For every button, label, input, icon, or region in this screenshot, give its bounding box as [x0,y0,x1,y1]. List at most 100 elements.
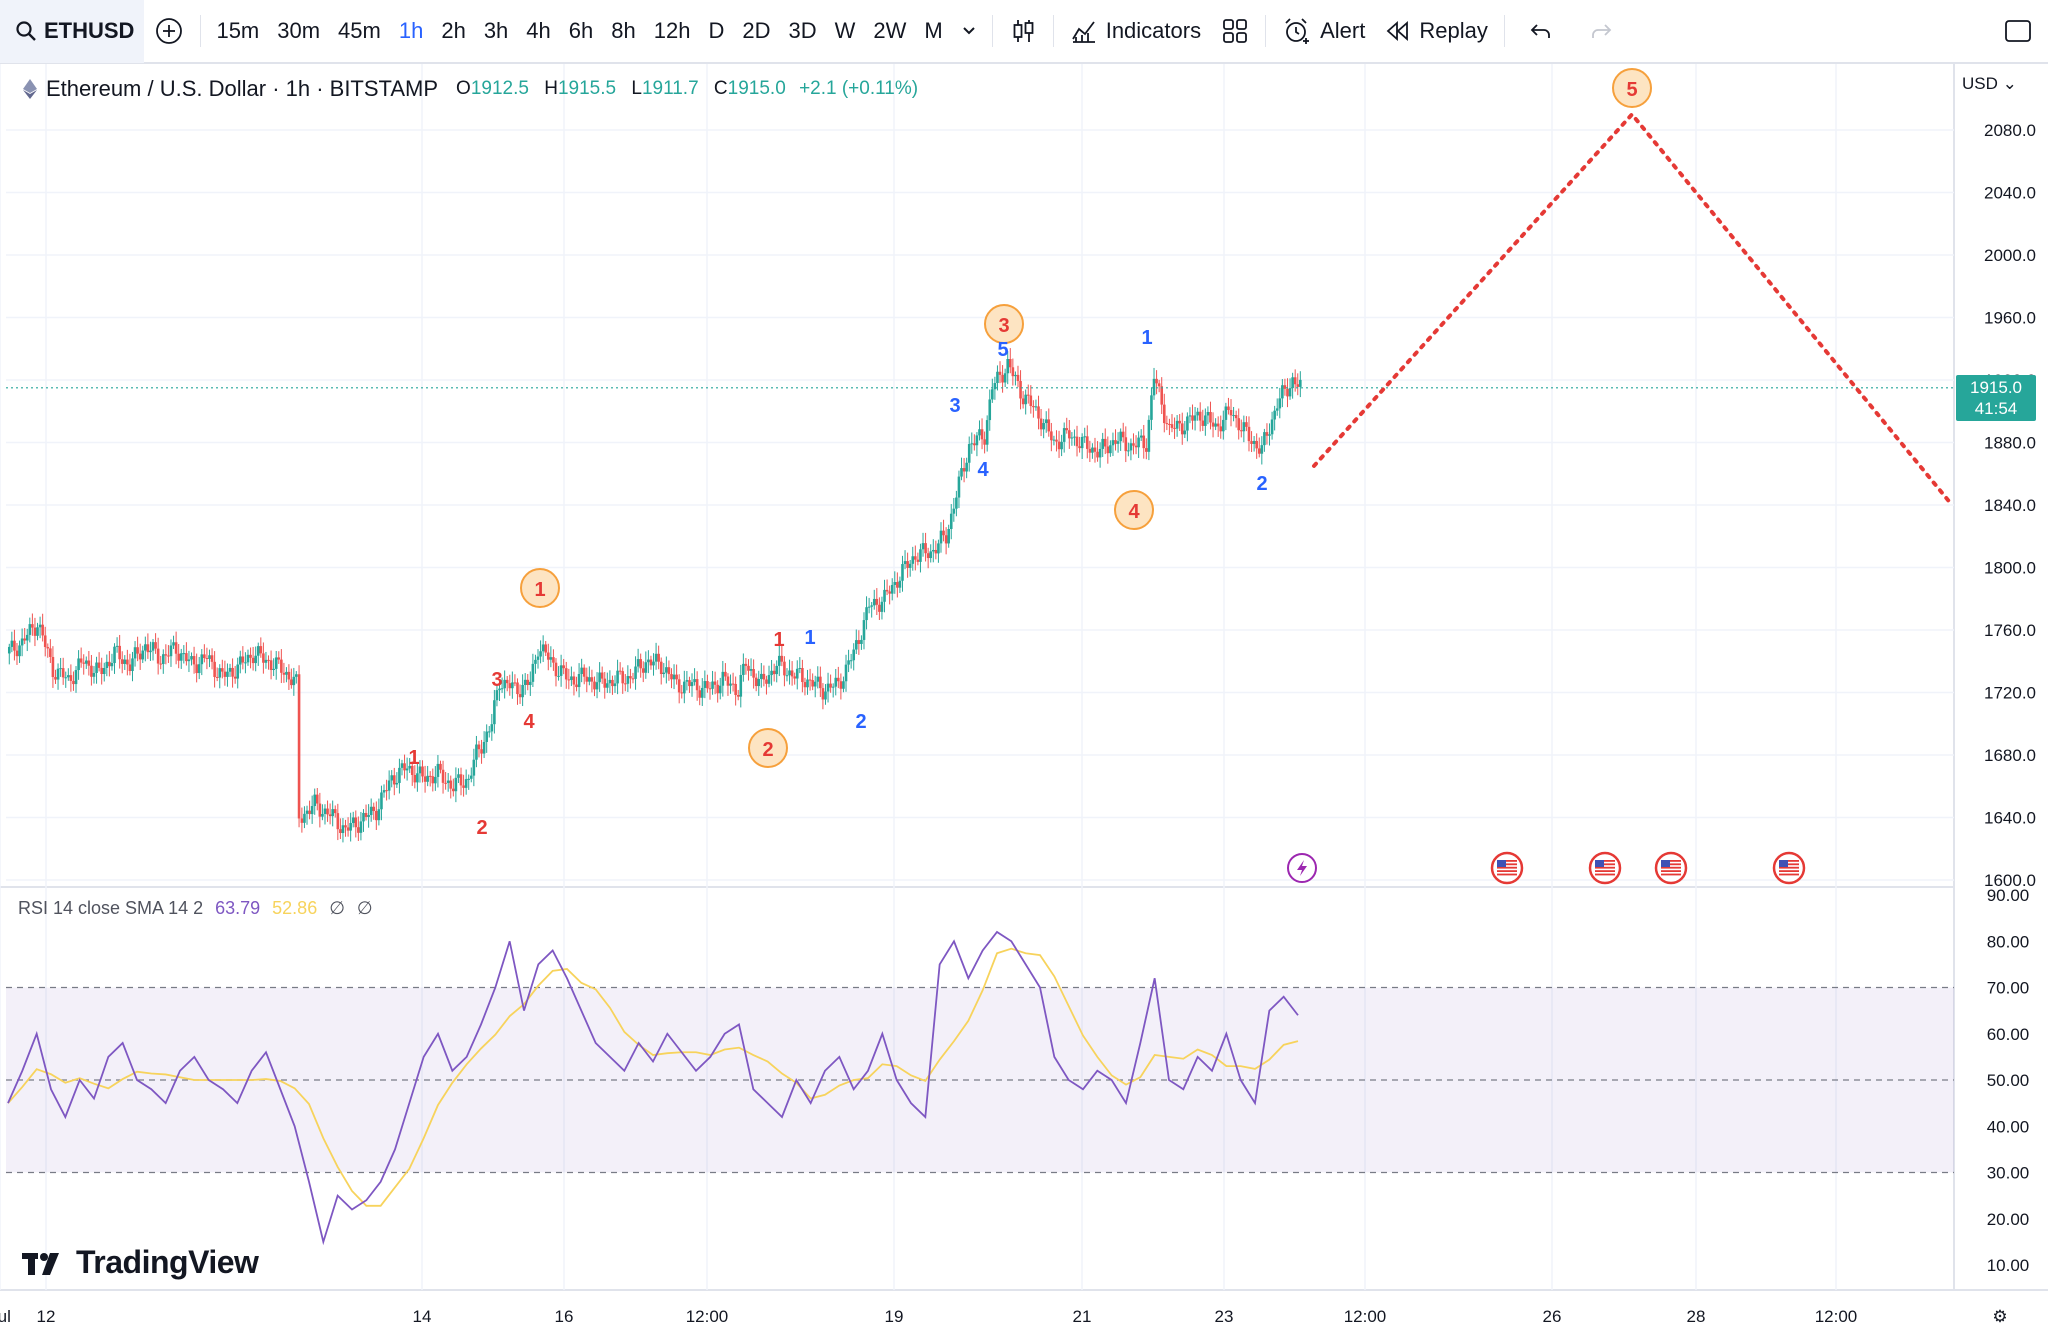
candle [765,675,768,695]
replay-button[interactable]: Replay [1375,0,1497,63]
candle [192,646,196,674]
candle [92,666,96,684]
candle-body [523,679,527,685]
candle [621,667,625,694]
chart-type-button[interactable] [999,0,1047,63]
candle [734,676,737,706]
candle-body [949,513,953,529]
candle-body [1026,394,1030,396]
us-flag-event-icon [1772,851,1806,885]
candle [436,755,440,788]
interval-3d[interactable]: 3D [788,18,817,43]
candle-body [238,656,242,665]
candle-body [305,810,309,814]
candle [1106,436,1110,464]
candle-body [803,682,807,688]
interval-2d[interactable]: 2D [742,18,771,43]
candle-body [254,655,257,664]
candle [685,671,689,691]
candle [28,617,32,643]
candle [924,532,927,562]
candle [577,663,581,698]
interval-2h[interactable]: 2h [441,18,466,43]
candle [200,649,204,676]
currency-selector[interactable]: USD ⌄ [1962,74,2017,94]
candle-body [983,439,986,445]
candle [1116,432,1120,453]
sub-wave-blue: 3 [949,395,960,417]
interval-3h[interactable]: 3h [483,18,509,43]
candle-body [631,678,635,680]
fullscreen-button[interactable] [1994,0,2048,63]
redo-button[interactable] [1571,0,1631,63]
interval-6h[interactable]: 6h [568,18,594,43]
interval-45m[interactable]: 45m [338,18,381,43]
candle [757,670,761,696]
candle [1050,422,1053,452]
candle [151,638,155,661]
candle-body [1286,388,1289,397]
candle [351,811,355,828]
candle-body [647,659,650,663]
interval-d[interactable]: D [708,18,725,43]
candle-body [1006,358,1010,374]
candle-body [313,794,317,807]
candle [980,418,984,450]
candle-body [901,564,904,581]
candle [282,662,286,683]
candle [205,647,209,670]
candle [901,555,904,592]
candle-body [960,468,963,477]
candle [739,664,743,708]
interval-m[interactable]: M [924,18,943,43]
undo-button[interactable] [1511,0,1571,63]
candle-body [1214,423,1217,427]
sub-wave-red: 1 [408,747,419,769]
candle-body [120,659,124,664]
candle [1196,407,1199,421]
candle-body [200,654,204,665]
candle-body [934,549,938,554]
compare-button[interactable] [144,0,194,63]
layouts-button[interactable] [1211,0,1259,63]
candle-body [1078,446,1081,449]
candle [469,767,473,783]
indicators-button[interactable]: Indicators [1060,0,1211,63]
interval-15m[interactable]: 15m [216,18,260,43]
candle-body [226,671,229,677]
candle-body [852,649,856,661]
candle-body [290,679,293,686]
candle [1191,404,1194,430]
search-icon [16,21,36,41]
candle [711,670,714,695]
candle-body [777,655,781,666]
interval-1h[interactable]: 1h [398,18,424,43]
interval-w[interactable]: W [834,18,856,43]
interval-30m[interactable]: 30m [277,18,321,43]
candle-body [154,642,157,649]
candle [1175,415,1179,437]
interval-8h[interactable]: 8h [611,18,636,43]
interval-12h[interactable]: 12h [653,18,691,43]
interval-2w[interactable]: 2W [873,18,907,43]
candle [364,804,368,821]
candle [998,361,1002,384]
candle-body [690,682,694,687]
candle [233,665,237,684]
tradingview-logo[interactable]: TradingView [22,1244,259,1281]
candle-body [1101,438,1104,449]
candle [1193,407,1197,431]
candle-body [333,809,337,814]
candle-body [1209,411,1212,423]
candle [518,684,522,704]
interval-dropdown[interactable] [952,0,986,63]
alert-button[interactable]: Alert [1272,0,1375,63]
flag-stripe [1497,863,1517,866]
flag-stripe [1779,866,1799,869]
interval-4h[interactable]: 4h [526,18,551,43]
candle-body [43,635,47,648]
candle [1142,424,1146,459]
symbol-search[interactable]: ETHUSD [0,0,145,63]
